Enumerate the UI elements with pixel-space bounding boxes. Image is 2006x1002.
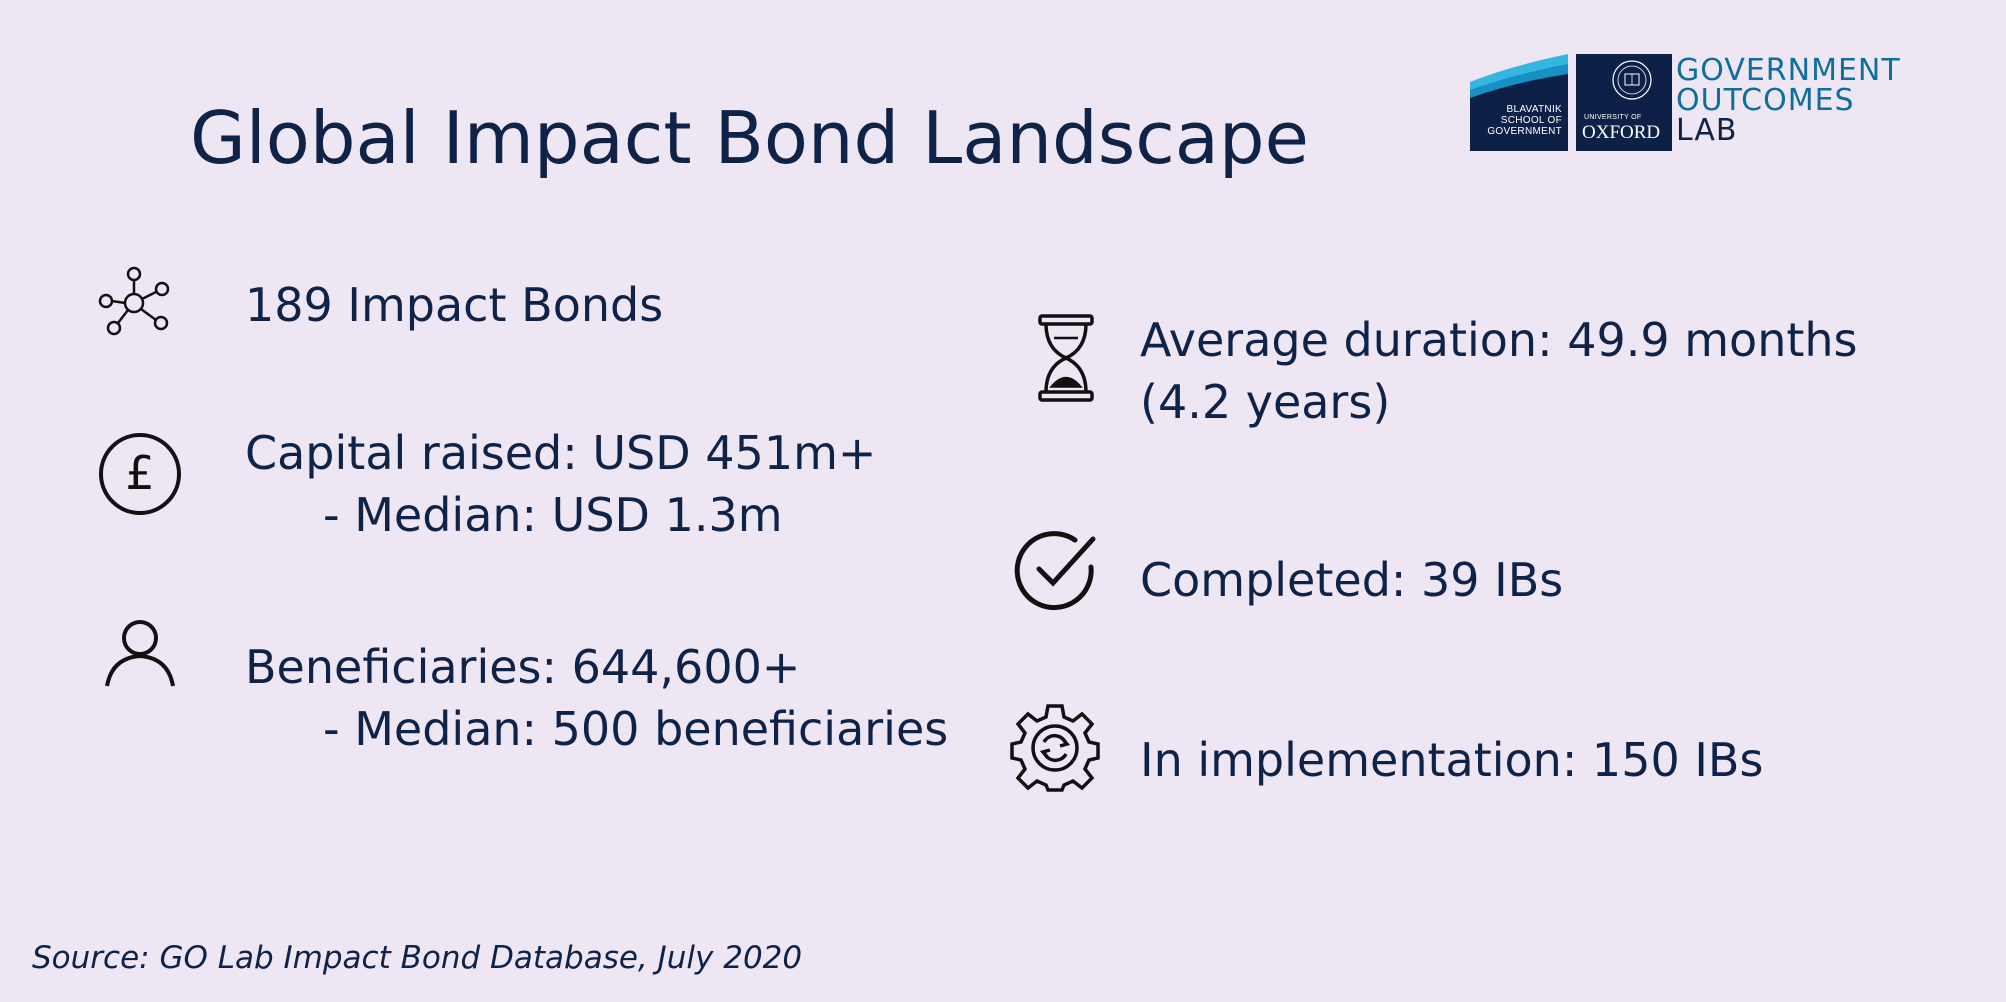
in-implementation-text: In implementation: 150 IBs <box>1140 733 1764 787</box>
blavatnik-line-3: GOVERNMENT <box>1487 126 1562 137</box>
in-implementation: In implementation: 150 IBs <box>1140 729 1763 791</box>
oxford-small-label: UNIVERSITY OF <box>1584 114 1642 121</box>
network-icon <box>98 265 172 343</box>
person-icon <box>104 618 176 694</box>
blavatnik-line-2: SCHOOL OF <box>1500 115 1562 126</box>
checkmark-circle-icon <box>1013 527 1099 617</box>
golab-line-3: LAB <box>1676 113 1738 148</box>
golab-logo-text: GOVERNMENT OUTCOMES LAB <box>1676 56 1901 146</box>
source-note: Source: GO Lab Impact Bond Database, Jul… <box>32 940 803 976</box>
beneficiaries-text: Beneficiaries: 644,600+ <box>245 640 801 694</box>
gear-refresh-icon <box>1010 702 1100 796</box>
completed: Completed: 39 IBs <box>1140 549 1563 611</box>
average-duration: Average duration: 49.9 months (4.2 years… <box>1140 309 1858 433</box>
capital-raised: Capital raised: USD 451m+ - Median: USD … <box>245 422 876 546</box>
impact-bonds-count: 189 Impact Bonds <box>245 274 663 336</box>
golab-line-1: GOVERNMENT <box>1676 53 1901 88</box>
pound-coin-icon: £ <box>98 432 182 520</box>
impact-bonds-text: 189 Impact Bonds <box>245 278 664 332</box>
blavatnik-line-1: BLAVATNIK <box>1506 104 1562 115</box>
hourglass-icon <box>1036 313 1096 407</box>
page-title: Global Impact Bond Landscape <box>190 96 1309 180</box>
capital-median-text: - Median: USD 1.3m <box>323 488 783 542</box>
oxford-logo: UNIVERSITY OF OXFORD <box>1576 54 1672 151</box>
capital-raised-text: Capital raised: USD 451m+ <box>245 426 877 480</box>
average-duration-years: (4.2 years) <box>1140 375 1391 429</box>
blavatnik-logo: BLAVATNIK SCHOOL OF GOVERNMENT <box>1470 54 1568 151</box>
beneficiaries: Beneficiaries: 644,600+ - Median: 500 be… <box>245 636 948 760</box>
average-duration-text: Average duration: 49.9 months <box>1140 313 1858 367</box>
svg-text:£: £ <box>125 446 154 500</box>
beneficiaries-median-text: - Median: 500 beneficiaries <box>323 702 949 756</box>
golab-line-2: OUTCOMES <box>1676 83 1855 118</box>
partner-logos: BLAVATNIK SCHOOL OF GOVERNMENT UNIVERSIT… <box>1470 54 1930 154</box>
oxford-big-label: OXFORD <box>1582 122 1661 143</box>
completed-text: Completed: 39 IBs <box>1140 553 1564 607</box>
